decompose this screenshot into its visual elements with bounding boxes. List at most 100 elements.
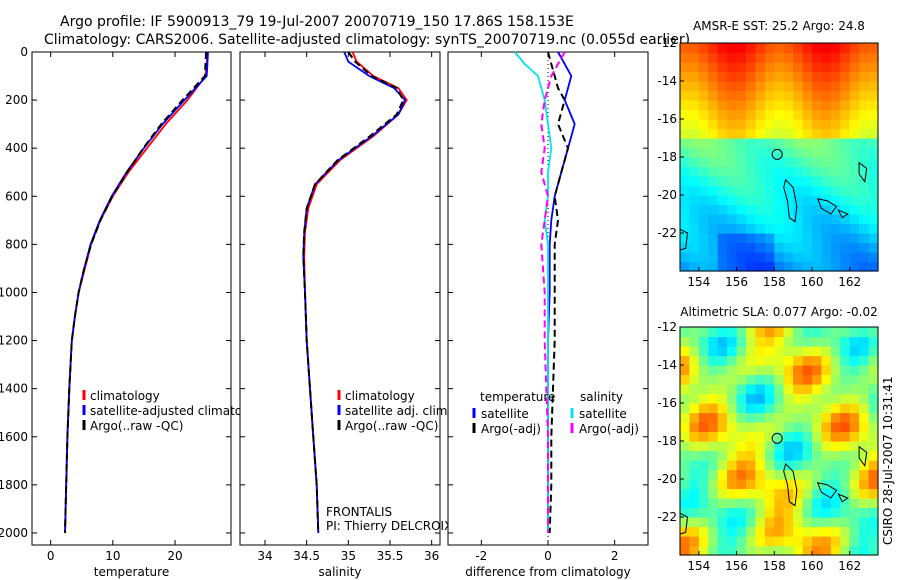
map-cell: [868, 441, 879, 452]
map-cell: [802, 517, 813, 528]
map-cell: [746, 336, 756, 347]
series-line-salinity-argo-adj-: [540, 51, 566, 533]
map-cell: [708, 128, 719, 139]
map-cell: [736, 204, 747, 215]
map-cell: [746, 469, 756, 480]
map-cell: [812, 327, 822, 338]
map-cell: [859, 100, 870, 111]
map-cell: [764, 327, 775, 338]
map-cell: [859, 90, 870, 101]
map-cell: [689, 166, 700, 177]
map-cell: [821, 147, 832, 158]
map-cell: [812, 233, 822, 244]
map-cell: [859, 431, 870, 442]
map-cell: [680, 526, 690, 537]
map-cell: [755, 52, 766, 63]
map-cell: [755, 43, 766, 54]
map-cell: [783, 147, 794, 158]
map-cell: [680, 545, 690, 556]
map-cell: [708, 422, 719, 433]
map-cell: [821, 393, 832, 404]
map-cell: [698, 365, 709, 376]
map-cell: [868, 176, 879, 187]
map-cell: [736, 242, 747, 253]
map-cell: [689, 43, 700, 54]
map-cell: [689, 147, 700, 158]
map-cell: [859, 157, 870, 168]
map-cell: [727, 460, 738, 471]
map-cell: [736, 498, 747, 509]
map-cell: [680, 195, 690, 206]
x-tick-label: 156: [725, 559, 748, 573]
map-cell: [783, 242, 794, 253]
map-cell: [802, 355, 813, 366]
map-cell: [708, 479, 719, 490]
map-cell: [727, 195, 738, 206]
map-cell: [859, 469, 870, 480]
map-cell: [746, 204, 756, 215]
map-cell: [783, 119, 794, 130]
map-cell: [698, 507, 709, 518]
x-tick-label: 158: [763, 275, 786, 289]
map-cell: [821, 517, 832, 528]
map-cell: [698, 138, 709, 149]
map-cell: [793, 431, 804, 442]
map-cell: [859, 261, 870, 272]
map-cell: [746, 166, 756, 177]
map-cell: [708, 185, 719, 196]
map-cell: [689, 450, 700, 461]
map-cell: [812, 422, 822, 433]
map-cell: [868, 469, 879, 480]
map-cell: [736, 422, 747, 433]
map-cell: [783, 365, 794, 376]
map-cell: [736, 374, 747, 385]
map-cell: [746, 128, 756, 139]
map-cell: [727, 62, 738, 73]
map-cell: [812, 176, 822, 187]
legend-column-title: temperature: [480, 390, 555, 404]
map-cell: [840, 195, 851, 206]
map-cell: [746, 498, 756, 509]
map-cell: [783, 450, 794, 461]
map-cell: [774, 441, 785, 452]
map-cell: [849, 147, 860, 158]
map-cell: [689, 52, 700, 63]
map-cell: [840, 52, 851, 63]
map-cell: [859, 412, 870, 423]
map-cell: [689, 128, 700, 139]
x-tick-label: 34: [257, 549, 272, 563]
map-cell: [774, 327, 785, 338]
map-cell: [840, 336, 851, 347]
map-cell: [746, 327, 756, 338]
y-tick-label: 200: [5, 93, 28, 107]
map-cell: [783, 355, 794, 366]
map-cell: [764, 393, 775, 404]
map-cell: [802, 52, 813, 63]
map-cell: [849, 384, 860, 395]
map-cell: [830, 100, 841, 111]
map-cell: [849, 109, 860, 120]
map-cell: [698, 517, 709, 528]
x-tick-label: 35.5: [377, 549, 404, 563]
map-cell: [717, 384, 728, 395]
map-cell: [736, 545, 747, 556]
map-cell: [830, 119, 841, 130]
coastline: [783, 178, 798, 223]
map-cell: [717, 412, 728, 423]
map-cell: [821, 346, 832, 357]
map-cell: [755, 498, 766, 509]
map-cell: [717, 479, 728, 490]
map-cell: [821, 43, 832, 54]
map-cell: [689, 233, 700, 244]
map-cell: [736, 355, 747, 366]
map-cell: [840, 393, 851, 404]
map-cell: [680, 355, 690, 366]
map-cell: [746, 517, 756, 528]
map-cell: [736, 507, 747, 518]
map-cell: [727, 166, 738, 177]
legend-label: satellite: [579, 407, 627, 421]
map-cell: [680, 100, 690, 111]
map-cell: [698, 498, 709, 509]
map-cell: [849, 460, 860, 471]
map-cell: [727, 431, 738, 442]
